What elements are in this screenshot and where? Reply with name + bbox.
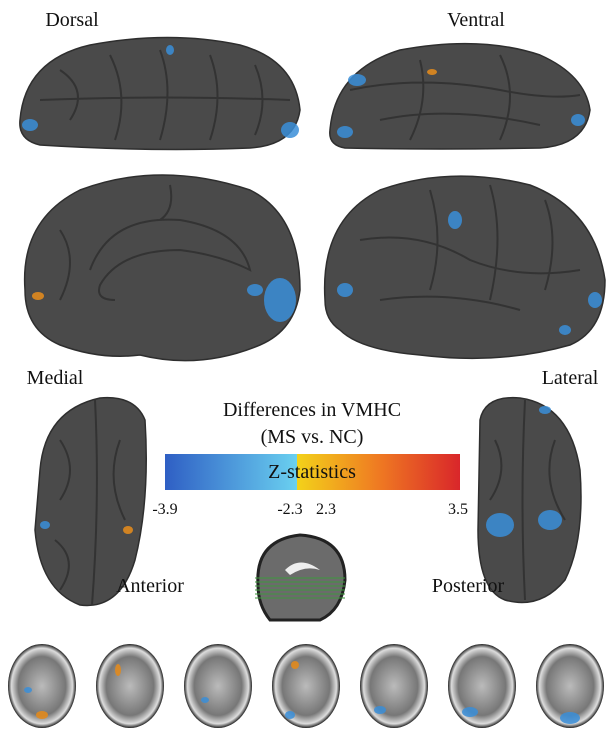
colorbar-subtitle: (MS vs. NC)	[261, 426, 364, 448]
view-label: Medial	[27, 367, 84, 389]
dorsal-view	[19, 36, 301, 151]
ventral-view	[329, 42, 591, 150]
colorbar-tick-label: 3.5	[448, 501, 468, 518]
colorbar-positive	[297, 454, 460, 490]
view-label: Anterior	[116, 575, 184, 597]
view-label: Ventral	[447, 9, 505, 31]
colorbar-tick-label: 2.3	[316, 501, 336, 518]
lateral-view	[323, 175, 606, 360]
colorbar-title: Differences in VMHC	[223, 399, 401, 421]
posterior-view	[477, 396, 582, 604]
colorbar-tick-label: -2.3	[277, 501, 302, 518]
view-label: Dorsal	[45, 9, 99, 31]
axial-slices	[8, 644, 604, 728]
view-label: Lateral	[542, 367, 599, 389]
medial-view	[23, 174, 301, 362]
anterior-view	[34, 396, 147, 607]
colorbar-negative	[165, 454, 297, 490]
sagittal-inset	[252, 530, 348, 622]
colorbar-tick-label: -3.9	[152, 501, 177, 518]
view-label: Posterior	[432, 575, 505, 597]
colorbar-label: Z-statistics	[268, 461, 356, 483]
